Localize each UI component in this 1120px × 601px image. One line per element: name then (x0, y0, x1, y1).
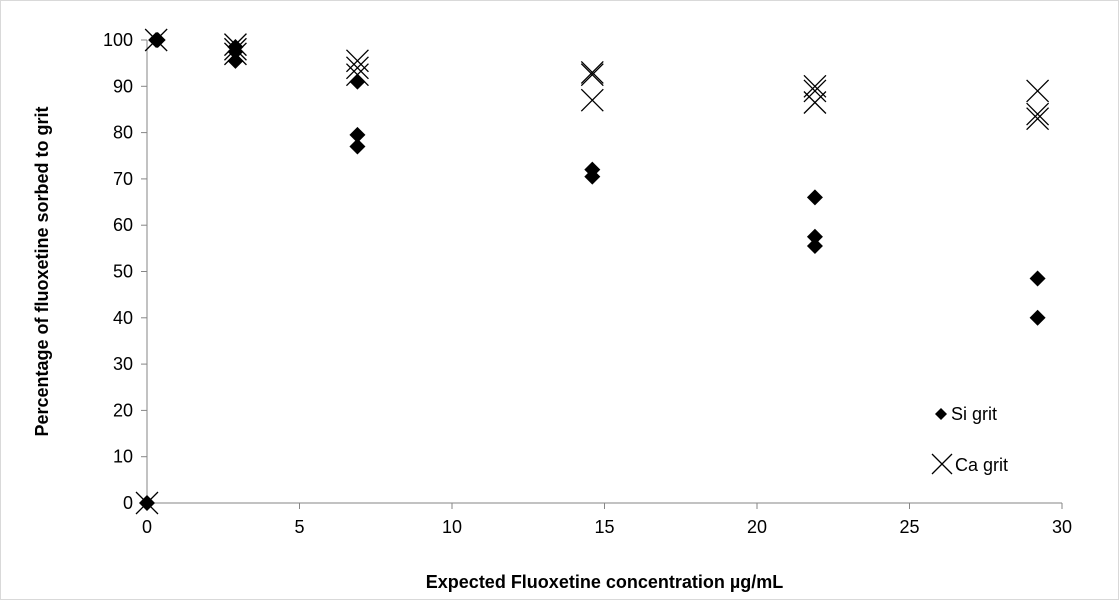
x-tick-label: 15 (594, 517, 614, 537)
data-point-x (144, 28, 168, 52)
x-tick-label: 20 (747, 517, 767, 537)
legend-item-ca-grit: Ca grit (931, 453, 1008, 475)
y-tick-label: 70 (113, 169, 133, 189)
x-tick-label: 10 (442, 517, 462, 537)
legend: Si grit Ca grit (931, 404, 1008, 475)
data-point-diamond (349, 126, 366, 143)
data-point-x (1026, 102, 1050, 126)
y-tick-label: 80 (113, 123, 133, 143)
data-point-x (1026, 79, 1050, 103)
x-axis-ticks: 0 5 10 15 20 25 30 (142, 503, 1072, 537)
series-ca-grit (135, 28, 1050, 515)
x-tick-label: 30 (1052, 517, 1072, 537)
data-point-x (580, 88, 604, 112)
axes (146, 40, 1062, 504)
y-tick-label: 90 (113, 76, 133, 96)
data-point-x (223, 33, 247, 57)
data-point-x (580, 63, 604, 87)
data-point-x (803, 79, 827, 103)
legend-marker-x (931, 453, 953, 475)
y-tick-label: 40 (113, 308, 133, 328)
data-point-x (580, 60, 604, 84)
data-point-x (803, 91, 827, 114)
y-axis-title: Percentage of fluoxetine sorbed to grit (32, 106, 52, 436)
legend-label-ca-grit: Ca grit (955, 455, 1008, 475)
y-tick-label: 50 (113, 262, 133, 282)
data-point-x (345, 63, 369, 87)
x-tick-label: 0 (142, 517, 152, 537)
data-point-x (223, 42, 247, 66)
data-point-diamond (1029, 309, 1046, 326)
data-point-diamond (227, 38, 244, 55)
data-point-diamond (806, 228, 823, 245)
y-tick-label: 100 (103, 30, 133, 50)
data-marks (135, 28, 1050, 515)
data-point-x (135, 491, 159, 515)
data-point-diamond (584, 168, 601, 185)
data-point-diamond (227, 52, 244, 69)
y-tick-label: 30 (113, 354, 133, 374)
data-point-diamond (806, 238, 823, 255)
data-point-diamond (349, 138, 366, 155)
legend-marker-diamond (935, 408, 947, 420)
x-axis-title: Expected Fluoxetine concentration µg/mL (426, 572, 783, 592)
x-tick-label: 25 (899, 517, 919, 537)
y-axis-ticks: 0 10 20 30 40 50 60 70 80 90 100 (103, 30, 147, 513)
data-point-x (803, 74, 827, 98)
data-point-diamond (149, 32, 166, 48)
y-tick-label: 20 (113, 400, 133, 420)
data-point-x (345, 56, 369, 80)
data-point-diamond (349, 73, 366, 90)
data-point-diamond (806, 189, 823, 206)
y-tick-label: 10 (113, 447, 133, 467)
y-tick-label: 60 (113, 215, 133, 235)
series-si-grit (139, 32, 1046, 511)
legend-label-si-grit: Si grit (951, 404, 997, 424)
legend-item-si-grit: Si grit (935, 404, 997, 424)
x-tick-label: 5 (294, 517, 304, 537)
data-point-x (1026, 107, 1050, 131)
data-point-x (223, 37, 247, 61)
data-point-diamond (1029, 270, 1046, 287)
y-tick-label: 0 (123, 493, 133, 513)
